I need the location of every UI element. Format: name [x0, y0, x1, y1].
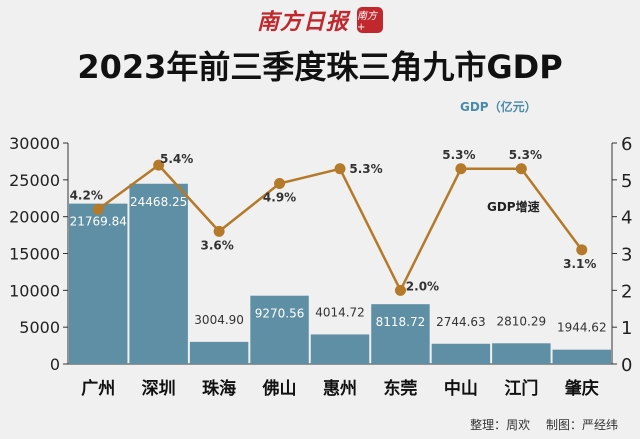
x-tick-label: 深圳	[142, 378, 176, 399]
designer-credit: 制图：严经纬	[545, 418, 618, 432]
x-tick-label: 江门	[504, 378, 538, 399]
x-tick-label: 佛山	[262, 378, 297, 399]
y2-tick-label: 3	[621, 245, 632, 266]
bar-value-label: 9270.56	[255, 307, 305, 321]
growth-value-label: 3.6%	[200, 238, 233, 252]
bar	[250, 295, 309, 364]
bar	[492, 343, 551, 364]
y-tick-label: 30000	[9, 134, 60, 153]
compiler-credit: 整理：周欢	[470, 418, 531, 432]
x-tick-label: 广州	[81, 378, 115, 399]
bar-value-label: 21769.84	[70, 215, 127, 229]
bar	[431, 343, 491, 364]
bar	[552, 349, 611, 364]
growth-point	[334, 163, 346, 175]
y-axis-label: GDP（亿元）	[460, 100, 537, 114]
bar	[189, 341, 249, 364]
bar-value-label: 3004.90	[194, 313, 244, 327]
y-tick-label: 15000	[9, 245, 60, 264]
masthead-name: 南方日报	[256, 9, 349, 35]
growth-value-label: 5.4%	[160, 152, 193, 166]
x-tick-label: 珠海	[202, 378, 236, 399]
y-tick-label: 25000	[9, 171, 60, 190]
y-tick-label: 10000	[9, 281, 60, 300]
x-tick-label: 肇庆	[565, 378, 599, 399]
growth-value-label: 5.3%	[509, 148, 542, 162]
growth-point	[153, 159, 165, 171]
masthead: 南方日报 南方+	[0, 3, 640, 37]
growth-point	[455, 163, 467, 175]
growth-point	[92, 203, 104, 215]
credits: 整理：周欢 制图：严经纬	[458, 416, 618, 433]
x-tick-label: 中山	[444, 378, 478, 399]
growth-point	[274, 178, 286, 190]
growth-value-label: 3.1%	[563, 257, 596, 271]
bar-value-label: 2744.63	[436, 315, 486, 329]
x-tick-label: 东莞	[383, 378, 417, 399]
y-tick-label: 20000	[9, 208, 60, 227]
y2-tick-label: 0	[621, 355, 632, 376]
bar-value-label: 8118.72	[376, 315, 426, 329]
growth-point	[515, 163, 527, 175]
growth-value-label: 2.0%	[406, 279, 439, 293]
growth-value-label: 4.2%	[70, 188, 103, 202]
bar-value-label: 2810.29	[497, 314, 547, 328]
y2-tick-label: 2	[621, 281, 632, 302]
bar	[310, 334, 370, 364]
growth-value-label: 4.9%	[263, 191, 296, 205]
y2-tick-label: 4	[621, 208, 632, 229]
y-tick-label: 0	[50, 355, 60, 374]
growth-value-label: 5.3%	[442, 148, 475, 162]
bar-value-label: 4014.72	[315, 305, 365, 319]
y2-tick-label: 5	[621, 171, 632, 192]
y2-tick-label: 1	[621, 318, 632, 339]
growth-point	[213, 225, 225, 237]
bar	[129, 183, 188, 364]
chart-title: 2023年前三季度珠三角九市GDP	[77, 48, 563, 86]
legend-growth-label: GDP增速	[487, 199, 540, 214]
bar-value-label: 24468.25	[130, 195, 187, 209]
growth-point	[576, 244, 588, 256]
y-tick-label: 5000	[19, 318, 60, 337]
bar	[371, 304, 430, 364]
growth-value-label: 5.3%	[349, 162, 382, 176]
growth-point	[394, 284, 406, 296]
bar-value-label: 1944.62	[557, 321, 607, 335]
bar	[69, 203, 128, 364]
y2-tick-label: 6	[621, 134, 632, 155]
masthead-seal-icon: 南方+	[357, 7, 383, 33]
x-tick-label: 惠州	[323, 378, 357, 399]
